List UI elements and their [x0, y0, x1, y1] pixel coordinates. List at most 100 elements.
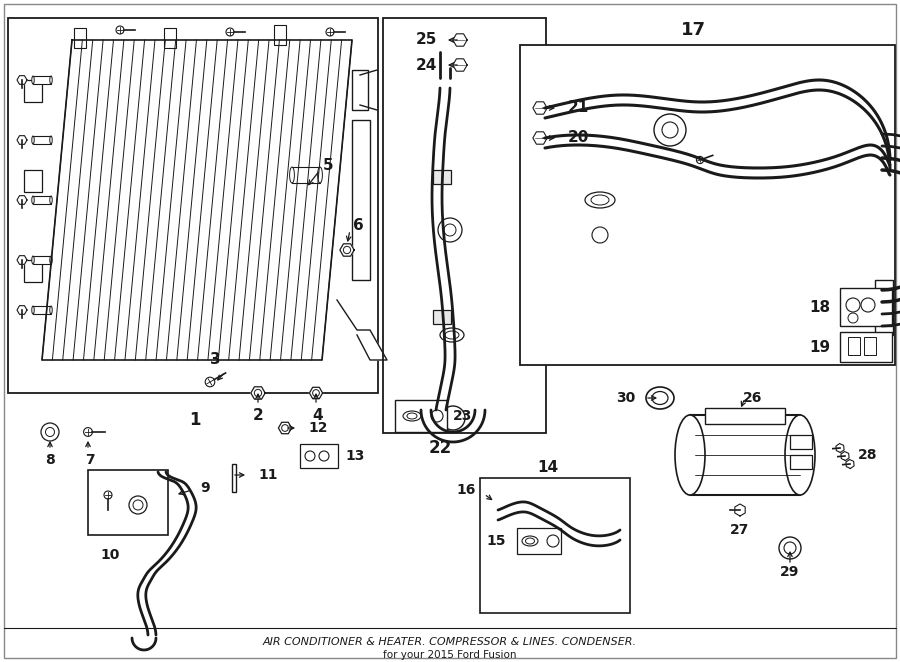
- Text: 6: 6: [353, 218, 364, 232]
- Bar: [33, 256, 51, 264]
- Text: 22: 22: [428, 439, 452, 457]
- Polygon shape: [340, 244, 354, 256]
- Bar: [24, 170, 42, 192]
- Polygon shape: [846, 459, 854, 469]
- Bar: [383, 18, 546, 433]
- Circle shape: [438, 218, 462, 242]
- Ellipse shape: [652, 391, 668, 404]
- Polygon shape: [453, 59, 467, 71]
- Polygon shape: [734, 504, 745, 516]
- Circle shape: [779, 537, 801, 559]
- Text: 25: 25: [416, 32, 437, 48]
- Bar: [33, 136, 51, 144]
- Bar: [840, 332, 892, 362]
- Ellipse shape: [32, 256, 34, 264]
- Circle shape: [255, 389, 262, 397]
- Ellipse shape: [32, 196, 34, 204]
- Text: 24: 24: [416, 58, 437, 73]
- Circle shape: [226, 28, 234, 36]
- Polygon shape: [337, 300, 387, 360]
- Text: 2: 2: [253, 408, 264, 422]
- Bar: [395, 400, 447, 432]
- Text: 11: 11: [258, 468, 277, 482]
- Circle shape: [129, 496, 147, 514]
- Circle shape: [654, 114, 686, 146]
- Ellipse shape: [32, 136, 34, 144]
- Bar: [24, 80, 42, 102]
- Text: 15: 15: [487, 534, 506, 548]
- Circle shape: [592, 227, 608, 243]
- Polygon shape: [17, 256, 27, 264]
- Ellipse shape: [318, 167, 322, 183]
- Circle shape: [547, 535, 559, 547]
- Text: 12: 12: [308, 421, 328, 435]
- Ellipse shape: [646, 387, 674, 409]
- Bar: [480, 478, 630, 613]
- Text: 30: 30: [616, 391, 635, 405]
- Ellipse shape: [440, 328, 464, 342]
- Bar: [690, 415, 800, 495]
- Circle shape: [431, 410, 443, 422]
- Ellipse shape: [591, 195, 609, 205]
- Circle shape: [861, 298, 875, 312]
- Ellipse shape: [50, 306, 52, 314]
- Text: 18: 18: [809, 299, 830, 314]
- Polygon shape: [310, 387, 322, 399]
- Text: 3: 3: [210, 352, 220, 367]
- Bar: [8, 18, 378, 393]
- Bar: [300, 444, 338, 468]
- Polygon shape: [17, 75, 27, 84]
- Bar: [705, 408, 785, 424]
- Text: 16: 16: [456, 483, 476, 497]
- Circle shape: [444, 224, 456, 236]
- Bar: [164, 28, 176, 48]
- Ellipse shape: [32, 306, 34, 314]
- Bar: [88, 470, 168, 535]
- Circle shape: [312, 390, 319, 397]
- Circle shape: [784, 542, 796, 554]
- Bar: [352, 120, 370, 280]
- Text: 10: 10: [100, 548, 120, 562]
- Text: 17: 17: [680, 21, 706, 39]
- Text: 19: 19: [809, 340, 830, 354]
- Text: 20: 20: [568, 130, 590, 146]
- Bar: [875, 280, 893, 335]
- Circle shape: [441, 406, 465, 430]
- Polygon shape: [17, 306, 27, 314]
- Polygon shape: [533, 132, 547, 144]
- Text: 26: 26: [743, 391, 762, 405]
- Text: 1: 1: [189, 411, 201, 429]
- Circle shape: [848, 313, 858, 323]
- Circle shape: [282, 424, 288, 432]
- Bar: [232, 464, 236, 492]
- Bar: [433, 170, 451, 184]
- Circle shape: [697, 156, 704, 164]
- Bar: [33, 306, 51, 314]
- Circle shape: [41, 423, 59, 441]
- Circle shape: [326, 28, 334, 36]
- Polygon shape: [453, 34, 467, 46]
- Circle shape: [104, 491, 112, 499]
- Bar: [74, 28, 86, 48]
- Bar: [24, 260, 42, 282]
- Text: 27: 27: [730, 523, 750, 537]
- Ellipse shape: [32, 76, 34, 84]
- Circle shape: [133, 500, 143, 510]
- Bar: [790, 435, 812, 449]
- Circle shape: [46, 428, 55, 436]
- Ellipse shape: [445, 331, 459, 339]
- Text: 23: 23: [453, 409, 472, 423]
- Text: 28: 28: [858, 448, 878, 462]
- Bar: [864, 337, 876, 355]
- Ellipse shape: [675, 415, 705, 495]
- Bar: [433, 310, 451, 324]
- Ellipse shape: [50, 76, 52, 84]
- Ellipse shape: [50, 136, 52, 144]
- Text: 4: 4: [312, 408, 323, 422]
- Polygon shape: [42, 40, 352, 360]
- Text: 9: 9: [200, 481, 210, 495]
- Bar: [292, 167, 320, 183]
- Bar: [848, 337, 860, 355]
- Bar: [33, 196, 51, 204]
- Polygon shape: [17, 136, 27, 144]
